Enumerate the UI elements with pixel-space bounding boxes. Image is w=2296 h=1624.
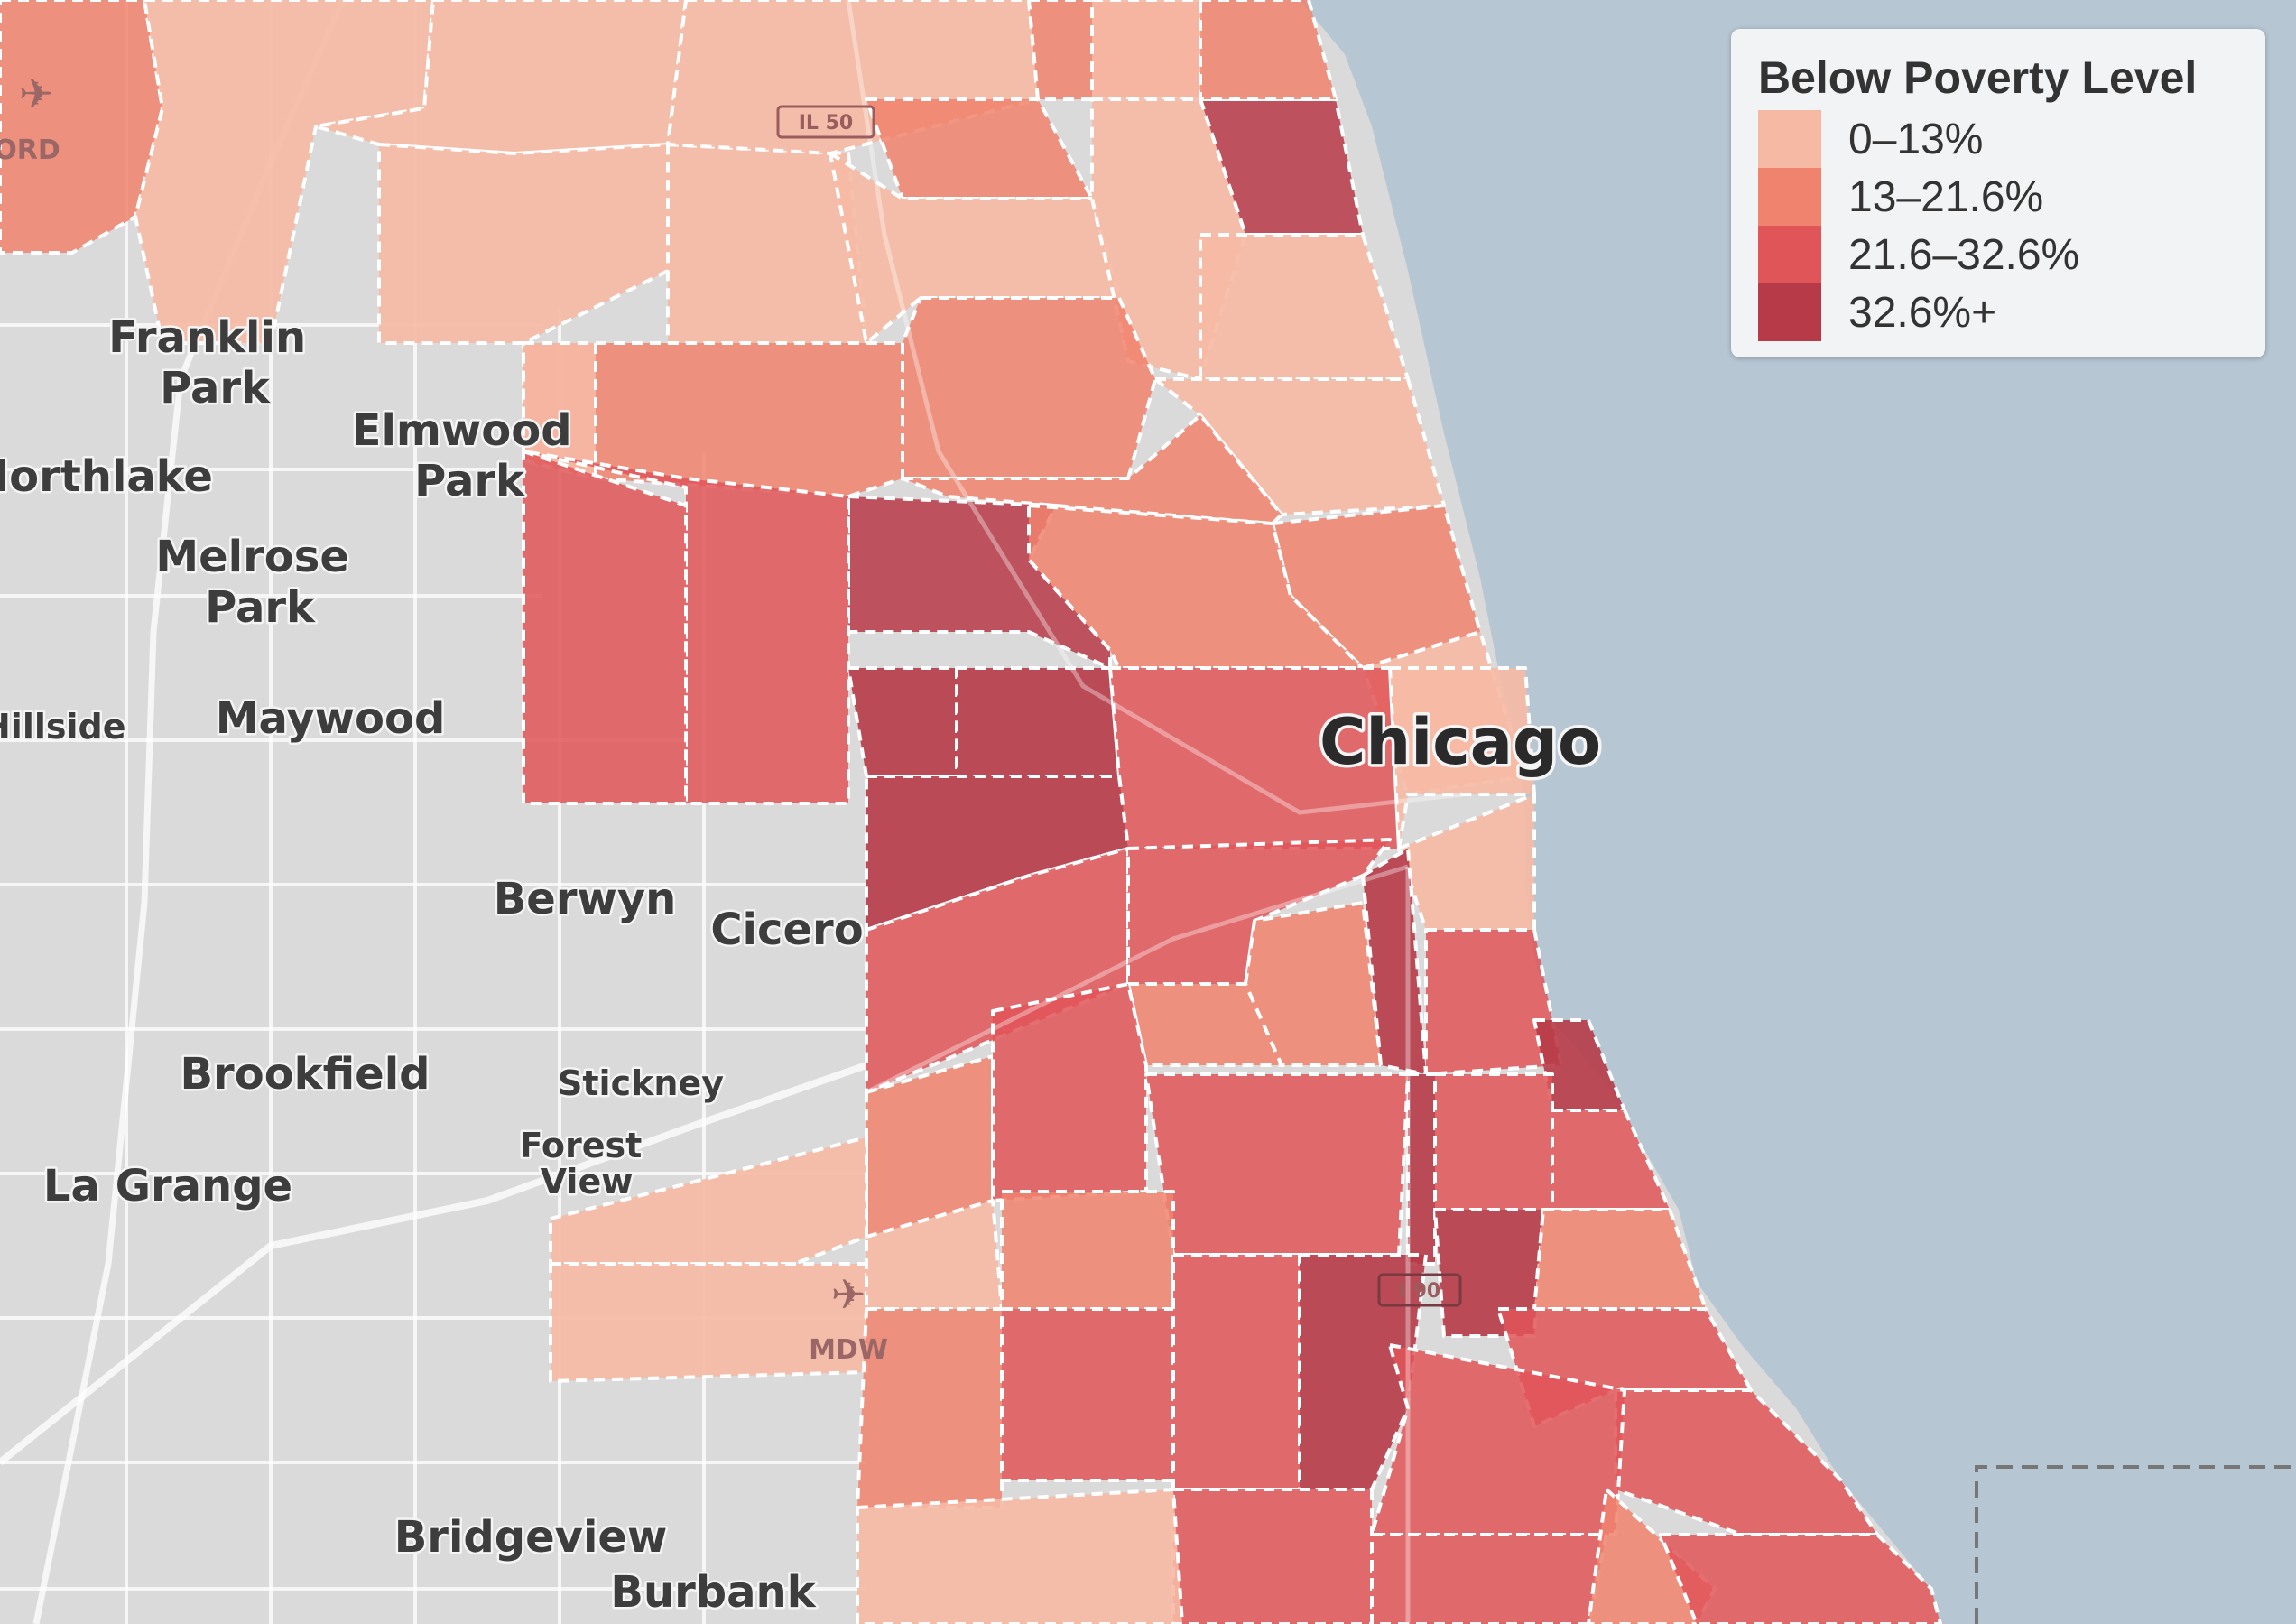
legend: Below Poverty Level 0–13% 13–21.6% 21.6–…	[1731, 29, 2265, 357]
community-areas	[0, 0, 1942, 1624]
city-highways	[846, 0, 1463, 1624]
place-melrose-park: Melrose Park	[155, 532, 364, 633]
place-forest-view: Forest View	[519, 1126, 653, 1202]
area-brighton	[991, 982, 1148, 1202]
airport-mdw-label: MDW	[809, 1334, 888, 1366]
area-s-chicago	[1659, 1533, 1942, 1624]
airport-ord-label: ORD	[0, 135, 60, 166]
place-franklin-park-line2: Park	[160, 363, 271, 413]
shield-i90-label: I 90	[1399, 1280, 1440, 1303]
legend-item-label: 13–21.6%	[1848, 172, 2044, 221]
lake-michigan	[1300, 0, 2296, 1624]
place-forest-view-line1: Forest	[519, 1126, 642, 1165]
area-lakeview	[1153, 377, 1446, 516]
legend-title: Below Poverty Level	[1758, 52, 2198, 103]
area-englewood	[1171, 1253, 1301, 1491]
place-maywood: Maywood	[216, 693, 446, 744]
airplane-icon: ✈	[19, 70, 54, 118]
place-cicero: Cicero	[710, 905, 863, 955]
area-hyde-park	[1532, 1208, 1708, 1311]
place-labels: Franklin Park Elmwood Park Northlake Mel…	[0, 311, 1605, 1620]
airport-ord: ✈ ORD	[0, 70, 60, 166]
area-avalon	[1370, 1533, 1608, 1624]
area-grand-blvd	[1433, 1072, 1554, 1211]
place-elmwood-park-line1: Elmwood	[352, 405, 572, 456]
legend-swatch	[1758, 283, 1821, 341]
legend-item-3: 32.6%+	[1758, 283, 2238, 341]
area-mckinley	[1126, 982, 1283, 1067]
area-ashburn	[856, 1488, 1184, 1624]
place-elmwood-park-line2: Park	[414, 456, 525, 506]
legend-swatch	[1758, 110, 1821, 168]
place-franklin-park: Franklin Park	[108, 312, 321, 413]
area-gage-park	[1000, 1190, 1175, 1311]
place-brookfield: Brookfield	[180, 1049, 430, 1100]
legend-swatch	[1758, 168, 1821, 226]
area-greater-gw	[1298, 1253, 1428, 1491]
area-loop	[1388, 666, 1536, 850]
legend-item-1: 13–21.6%	[1758, 168, 2238, 226]
city-label-chicago: Chicago	[1319, 705, 1601, 779]
place-northlake: Northlake	[0, 451, 213, 502]
legend-item-2: 21.6–32.6%	[1758, 226, 2238, 283]
place-elmwood-park: Elmwood Park	[352, 405, 588, 506]
area-west-ridge	[1090, 0, 1202, 101]
area-austin-west	[522, 450, 688, 805]
place-franklin-park-line1: Franklin	[108, 312, 306, 363]
area-norwood	[134, 0, 435, 345]
area-fuller	[1406, 1072, 1437, 1266]
area-auburn	[1171, 1488, 1374, 1624]
area-lincoln-sq	[829, 152, 1121, 345]
legend-item-label: 0–13%	[1848, 115, 1984, 163]
legend-item-0: 0–13%	[1758, 110, 2238, 168]
place-berwyn: Berwyn	[494, 874, 677, 924]
area-e-garfield	[955, 666, 1121, 778]
shield-il50: IL 50	[776, 105, 875, 139]
legend-item-label: 32.6%+	[1848, 288, 1997, 337]
place-bridgeview: Bridgeview	[394, 1512, 668, 1563]
airport-mdw: ✈ MDW	[809, 1270, 888, 1366]
area-garfield	[847, 666, 958, 778]
area-douglas	[1424, 928, 1563, 1076]
area-rogers-north	[1199, 0, 1338, 101]
shield-il50-label: IL 50	[799, 112, 853, 135]
place-la-grange: La Grange	[43, 1161, 292, 1211]
area-garfield-ridge	[549, 1136, 868, 1266]
legend-swatch	[1758, 226, 1821, 283]
state-boundary	[1975, 1465, 2296, 1624]
area-irving-park	[901, 296, 1157, 480]
area-albany	[865, 97, 1094, 200]
place-melrose-park-line1: Melrose	[155, 532, 349, 582]
place-hillside: Hillside	[0, 707, 126, 747]
area-chicago-lawn	[1000, 1307, 1175, 1482]
place-forest-view-line2: View	[541, 1162, 634, 1202]
shield-i90: I 90	[1377, 1273, 1462, 1307]
area-logan	[901, 413, 1283, 525]
place-burbank: Burbank	[610, 1567, 816, 1618]
area-new-city	[1144, 1072, 1410, 1257]
legend-item-label: 21.6–32.6%	[1848, 230, 2080, 279]
area-n-lawndale	[865, 775, 1130, 932]
place-melrose-park-line2: Park	[205, 582, 316, 633]
place-stickney: Stickney	[558, 1063, 724, 1103]
area-s-lawndale	[865, 847, 1130, 1094]
airplane-icon: ✈	[831, 1270, 866, 1319]
